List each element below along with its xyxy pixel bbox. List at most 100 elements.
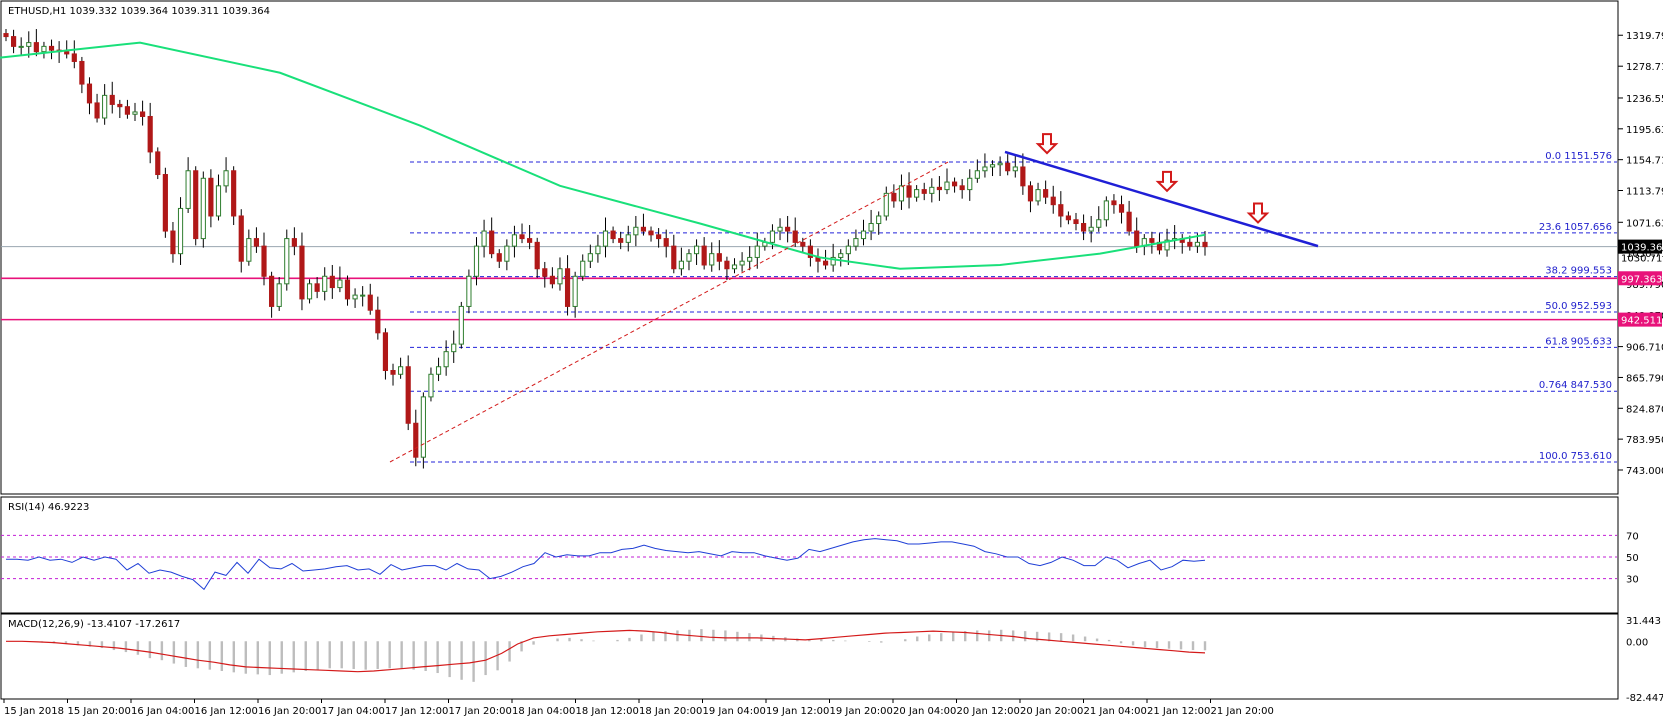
candle-body [86, 83, 93, 104]
candle-body [33, 42, 39, 53]
candle-body [329, 275, 335, 289]
candle-body [891, 192, 897, 202]
candle-body [451, 343, 457, 353]
candle-body [375, 309, 381, 334]
rsi-line [6, 538, 1206, 591]
price-tick-label: 906.710 [1626, 343, 1663, 354]
fib-level-label: 0.0 1151.576 [1545, 151, 1612, 162]
candle-body [208, 177, 214, 217]
candle-body [868, 223, 874, 232]
candle-body [686, 253, 692, 262]
candle-body [1103, 200, 1109, 221]
candle-body [162, 174, 168, 232]
candle-body [648, 230, 654, 236]
candle-body [876, 215, 882, 225]
candle-body [1080, 223, 1087, 232]
candle-body [215, 185, 222, 217]
support-price-label: 942.511 [1621, 316, 1662, 327]
candle-body [1187, 241, 1193, 247]
candle-body [724, 260, 730, 270]
red-arrow-marker [1246, 202, 1270, 224]
price-tick-label: 989.790 [1626, 280, 1663, 291]
price-tick-label: 783.950 [1626, 435, 1663, 446]
moving-average-line [0, 41, 1206, 270]
candle-body [830, 256, 836, 266]
candle-body [124, 106, 131, 115]
candle-body [951, 181, 958, 187]
support-price-tag [1618, 271, 1662, 286]
support-price-label: 997.363 [1621, 274, 1662, 285]
candle-body [602, 230, 609, 247]
candle-body [997, 162, 1003, 166]
fib-level-label: 38.2 999.553 [1545, 266, 1612, 277]
candle-body [769, 230, 776, 243]
candle-body [428, 373, 434, 398]
candle-body [48, 45, 55, 51]
candle-body [944, 181, 950, 191]
candle-body [367, 294, 373, 311]
candle-body [1043, 189, 1049, 198]
candle-body [633, 226, 639, 236]
price-tick-label: 1071.630 [1626, 218, 1663, 229]
fib-anchor-line [389, 161, 949, 463]
price-panel: 1319.790 1278.710 1236.550 1195.630 1154.710… [0, 29, 1663, 477]
candle-body [1065, 215, 1071, 221]
candle-body [663, 238, 669, 247]
candle-body [982, 166, 988, 172]
x-tick-label: 21 Jan 20:00 [1211, 706, 1274, 717]
candle-body [716, 253, 722, 262]
x-tick-label: 19 Jan 20:00 [830, 706, 893, 717]
x-tick-label: 20 Jan 20:00 [1020, 706, 1083, 717]
price-tick-label: 1030.710 [1626, 249, 1663, 260]
rsi-panel-frame [0, 496, 1619, 614]
candle-body [185, 170, 191, 209]
candle-body [1118, 204, 1125, 213]
candle-body [71, 53, 77, 62]
macd-signal-line [6, 629, 1206, 673]
candle-body [572, 275, 578, 307]
candle-body [1134, 230, 1140, 247]
candle-body [549, 275, 555, 285]
hidden-tick-label: 1030.710 [1621, 254, 1663, 265]
candle-body [200, 177, 206, 240]
candle-body [231, 170, 237, 217]
candle-body [314, 283, 320, 292]
rsi-title: RSI(14) 46.9223 [8, 502, 89, 513]
candle-body [709, 253, 715, 266]
candle-body [496, 253, 502, 262]
candle-body [929, 186, 935, 194]
candle-body [299, 245, 305, 300]
candle-body [193, 170, 199, 240]
price-tick-label: 1195.630 [1626, 125, 1663, 136]
candle-body [1073, 219, 1079, 225]
candle-body [853, 238, 859, 247]
price-tick-label: 1154.710 [1626, 156, 1663, 167]
candle-body [238, 215, 244, 262]
candle-body [747, 256, 753, 262]
candle-body [1194, 241, 1200, 247]
candle-body [1149, 238, 1155, 243]
candle-body [618, 238, 624, 243]
candle-body [155, 151, 161, 176]
fib-level-label: 0.764 847.530 [1539, 380, 1612, 391]
candle-body [914, 189, 920, 198]
macd-tick-label: -82.4472 [1626, 693, 1663, 704]
candle-body [466, 275, 472, 307]
x-tick-label: 20 Jan 04:00 [893, 706, 956, 717]
candle-body [906, 185, 912, 198]
candle-body [352, 294, 358, 300]
x-tick-label: 17 Jan 04:00 [322, 706, 385, 717]
candle-body [936, 186, 942, 191]
x-tick-label: 17 Jan 12:00 [385, 706, 448, 717]
candle-body [625, 234, 631, 243]
candle-body [443, 351, 449, 368]
x-tick-label: 18 Jan 04:00 [512, 706, 575, 717]
x-axis: 15 Jan 2018 15 Jan 20:00 16 Jan 04:00 16 Ja… [3, 699, 1274, 717]
candle-body [18, 45, 24, 48]
candle-body [246, 238, 252, 262]
candle-body [845, 245, 851, 255]
current-price-tag [1618, 239, 1662, 254]
candle-body [587, 253, 593, 262]
candle-body [1050, 196, 1056, 206]
